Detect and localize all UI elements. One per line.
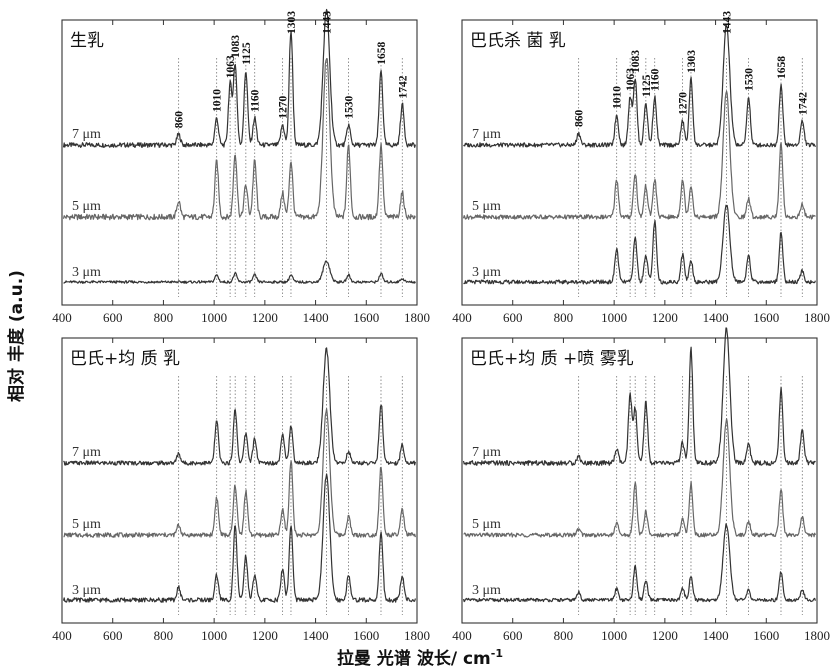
panel-frame [62, 20, 417, 305]
x-tick-label: 1600 [353, 628, 379, 643]
x-tick-label: 600 [103, 310, 123, 325]
x-tick-label: 1600 [753, 310, 779, 325]
x-tick-label: 1600 [353, 310, 379, 325]
trace-label: 3 μm [72, 583, 101, 598]
x-tick-label: 400 [452, 628, 472, 643]
x-axis-title: 拉曼 光谱 波长/ cm-1 [337, 647, 503, 669]
peak-label: 1530 [344, 96, 356, 119]
y-axis-title: 相对 丰度 (a.u.) [6, 270, 27, 402]
peak-label: 860 [574, 110, 586, 128]
x-tick-label: 1000 [201, 628, 227, 643]
spectrum-trace [464, 91, 816, 219]
x-tick-label: 600 [503, 310, 523, 325]
x-tick-label: 600 [103, 628, 123, 643]
trace-label: 7 μm [472, 127, 501, 142]
spectrum-trace [64, 409, 416, 538]
x-axis-title-main: 拉曼 光谱 波长/ cm [337, 648, 491, 669]
trace-label: 7 μm [72, 127, 101, 142]
peak-label: 1658 [376, 42, 388, 65]
spectrum-trace [64, 10, 416, 148]
panels-layer: 400 600 800 1000 1200 1400 1600 1800 生乳 7 μm 5 μm 3… [52, 10, 830, 644]
x-tick-label: 1800 [404, 310, 430, 325]
peak-label: 1742 [397, 75, 409, 98]
x-tick-label: 1400 [303, 628, 329, 643]
peak-label: 1083 [630, 50, 642, 73]
peak-label: 1742 [797, 92, 809, 115]
peak-label: 1010 [212, 89, 224, 112]
panel-title: 巴氏杀 菌 乳 [470, 31, 566, 51]
trace-label: 5 μm [472, 517, 501, 532]
panel-2: 400 600 800 1000 1200 1400 1600 1800 巴氏杀 菌 乳 7 μm… [452, 11, 830, 325]
x-tick-label: 1000 [201, 310, 227, 325]
panel-title: 生乳 [70, 31, 104, 51]
spectrum-trace [64, 261, 416, 283]
x-tick-label: 800 [554, 628, 574, 643]
trace-label: 7 μm [72, 445, 101, 460]
x-tick-label: 1800 [404, 628, 430, 643]
spectrum-trace [464, 419, 816, 537]
panel-1: 400 600 800 1000 1200 1400 1600 1800 生乳 7 μm 5 μm 3… [52, 10, 430, 326]
panel-4: 400 600 800 1000 1200 1400 1600 1800 巴氏+均 质 +喷 雾… [452, 328, 830, 643]
x-tick-label: 800 [154, 310, 174, 325]
peak-label: 1303 [686, 50, 698, 73]
panel-frame [62, 338, 417, 623]
peak-label: 1270 [678, 92, 690, 115]
trace-label: 5 μm [72, 517, 101, 532]
peak-label: 1303 [286, 11, 298, 34]
peak-label: 1443 [321, 11, 333, 34]
trace-label: 3 μm [472, 583, 501, 598]
trace-label: 7 μm [472, 445, 501, 460]
peak-label: 1530 [744, 68, 756, 91]
x-tick-label: 800 [554, 310, 574, 325]
peak-label: 1125 [241, 42, 253, 65]
trace-label: 5 μm [72, 199, 101, 214]
x-tick-label: 1400 [303, 310, 329, 325]
x-tick-label: 600 [503, 628, 523, 643]
panel-title: 巴氏+均 质 乳 [70, 349, 180, 369]
x-tick-label: 400 [52, 310, 72, 325]
x-tick-label: 1400 [703, 310, 729, 325]
peak-label: 1160 [250, 89, 262, 112]
peak-label: 1443 [721, 11, 733, 34]
panel-3: 400 600 800 1000 1200 1400 1600 1800 巴氏+均 质 乳 7 μ… [52, 338, 430, 643]
panel-title: 巴氏+均 质 +喷 雾乳 [470, 349, 634, 369]
peak-label: 1270 [278, 96, 290, 119]
x-tick-label: 1200 [652, 628, 678, 643]
peak-label: 860 [174, 111, 186, 129]
x-tick-label: 400 [452, 310, 472, 325]
x-tick-label: 400 [52, 628, 72, 643]
x-tick-label: 1800 [804, 628, 830, 643]
trace-label: 3 μm [72, 265, 101, 280]
x-tick-label: 1200 [652, 310, 678, 325]
x-tick-label: 1200 [252, 628, 278, 643]
peak-label: 1658 [776, 56, 788, 79]
x-axis-title-superscript: -1 [491, 647, 503, 660]
peak-label: 1160 [650, 68, 662, 91]
panel-frame [462, 338, 817, 623]
x-tick-label: 1000 [601, 628, 627, 643]
trace-label: 3 μm [472, 265, 501, 280]
x-tick-label: 800 [154, 628, 174, 643]
x-tick-label: 1400 [703, 628, 729, 643]
x-tick-label: 1800 [804, 310, 830, 325]
trace-label: 5 μm [472, 199, 501, 214]
x-tick-label: 1600 [753, 628, 779, 643]
x-tick-label: 1200 [252, 310, 278, 325]
x-tick-label: 1000 [601, 310, 627, 325]
spectrum-trace [64, 474, 416, 602]
peak-label: 1010 [612, 86, 624, 109]
